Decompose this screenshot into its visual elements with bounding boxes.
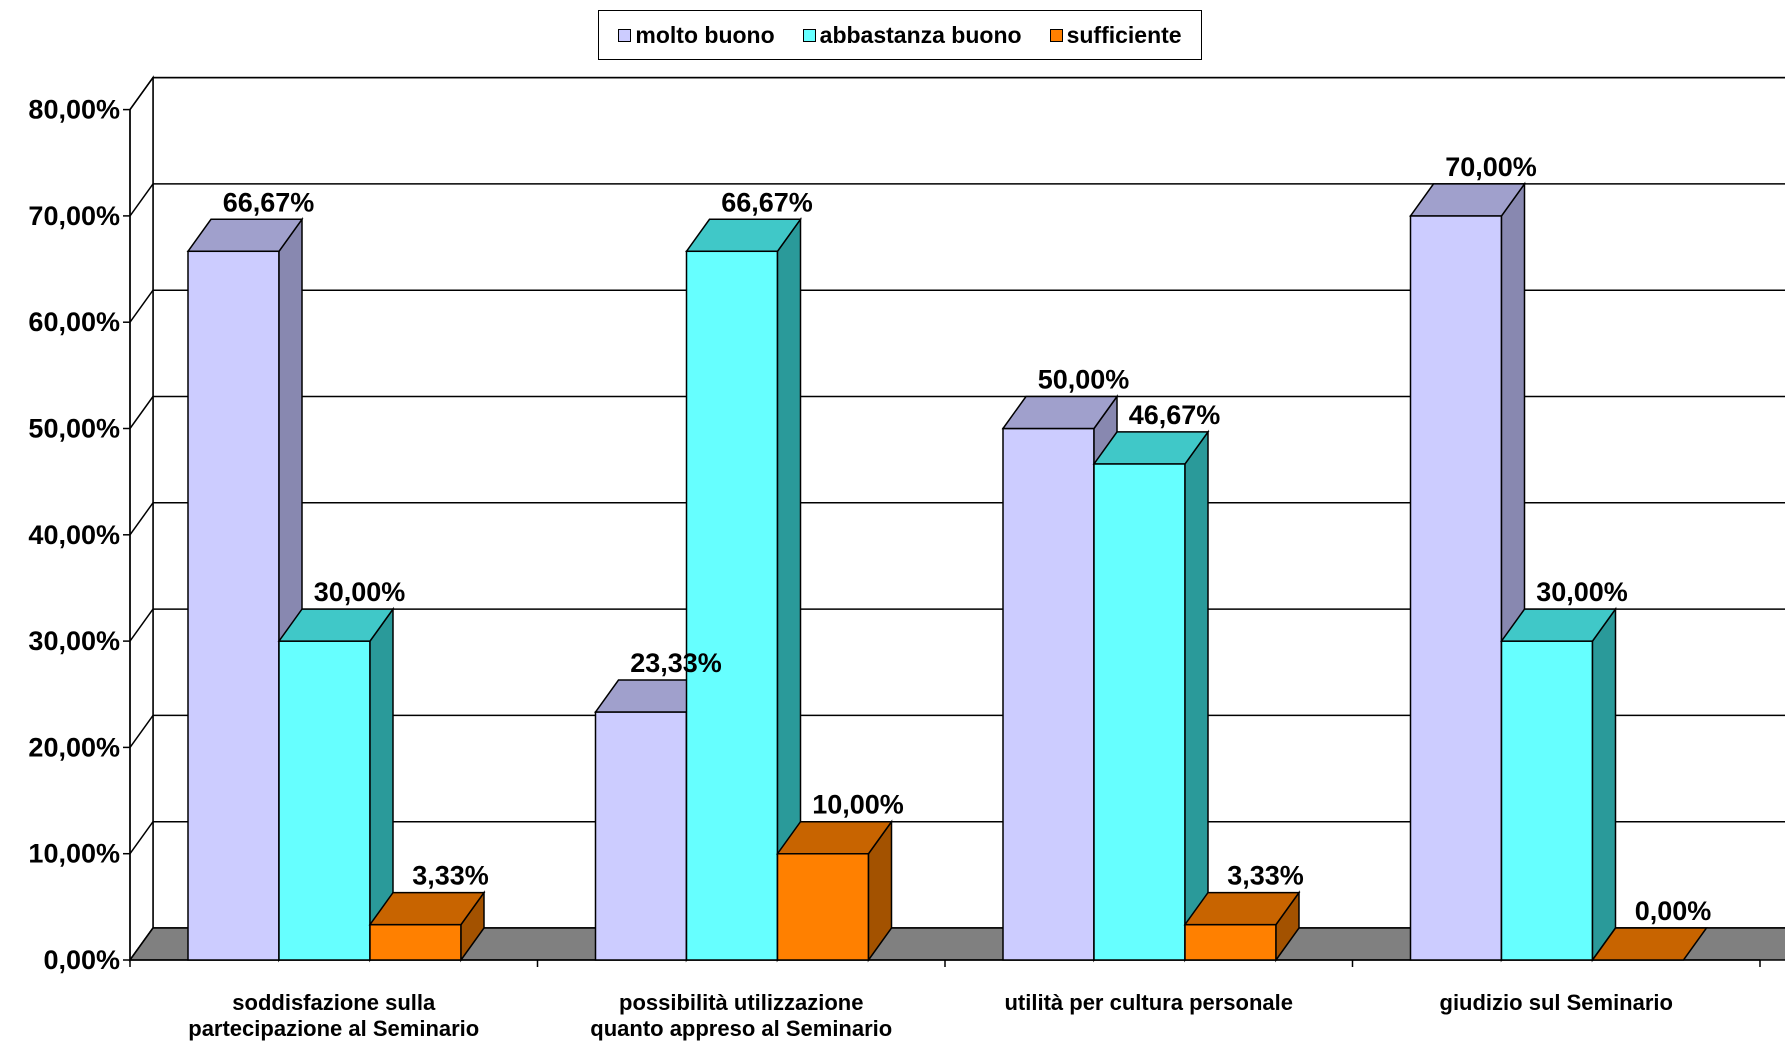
bar-front — [1002, 427, 1095, 961]
bars — [186, 181, 1708, 963]
bar-front — [685, 250, 779, 961]
y-tick-label: 20,00% — [28, 732, 120, 762]
bar-abbastanza-buono — [685, 216, 802, 963]
x-tick-label: soddisfazione sulla partecipazione al Sem… — [188, 990, 479, 1041]
gridline-diagonal — [129, 396, 154, 429]
bar-front — [594, 711, 688, 961]
bar-top — [776, 820, 893, 855]
bar-front — [1500, 640, 1594, 961]
bar-front — [187, 250, 280, 961]
x-tick-label-line: possibilità utilizzazione — [619, 990, 863, 1015]
bar-top — [277, 608, 395, 642]
y-tick-label: 40,00% — [28, 520, 120, 550]
bar-abbastanza-buono — [1500, 606, 1617, 963]
bar-sufficiente — [1591, 927, 1708, 961]
y-tick-label: 80,00% — [28, 95, 120, 125]
bar-sufficiente — [776, 819, 893, 963]
bar-top — [186, 218, 304, 253]
y-tick-label: 30,00% — [28, 626, 120, 656]
x-tick-label: giudizio sul Seminario — [1440, 990, 1673, 1015]
x-tick-label-line: utilità per cultura personale — [1004, 990, 1293, 1015]
data-label: 0,00% — [1635, 896, 1712, 926]
x-tick-label-line: giudizio sul Seminario — [1440, 990, 1673, 1015]
gridline-diagonal — [129, 289, 154, 323]
legend-swatch — [618, 28, 632, 42]
legend-item-molto-buono: molto buono — [618, 21, 775, 49]
gridline-diagonal — [129, 714, 154, 748]
bar-side — [1184, 429, 1209, 963]
y-axis: 0,00% 10,00% 20,00% 30,00% 40,00% 50,00% 60,00… — [28, 95, 131, 975]
legend-item-abbastanza-buono: abbastanza buono — [802, 21, 1022, 49]
x-tick-label: possibilità utilizzazione quanto appreso … — [590, 990, 892, 1041]
bar-top — [1409, 183, 1526, 217]
legend: molto buono abbastanza buono sufficiente — [598, 10, 1202, 60]
data-label: 10,00% — [812, 790, 904, 820]
legend-label: abbastanza buono — [819, 21, 1022, 48]
x-axis: soddisfazione sulla partecipazione al Sem… — [129, 959, 1761, 1041]
bar-side — [1591, 606, 1617, 963]
bar-sufficiente — [1183, 890, 1301, 963]
gridline-diagonal — [129, 608, 154, 642]
bar-top — [1591, 927, 1708, 961]
bar-front — [1184, 923, 1277, 961]
gridline-diagonal — [129, 502, 154, 536]
bar-top — [1183, 891, 1301, 926]
legend-swatch — [1049, 28, 1063, 42]
legend-item-sufficiente: sufficiente — [1049, 21, 1182, 49]
data-label: 70,00% — [1445, 152, 1537, 182]
bar-top — [368, 891, 486, 926]
bar-front — [1409, 215, 1503, 961]
x-tick-label-line: quanto appreso al Seminario — [590, 1016, 892, 1041]
gridline-diagonal — [129, 77, 154, 111]
x-tick-label-line: soddisfazione sulla — [232, 990, 436, 1015]
bar-front — [369, 923, 462, 961]
data-label: 46,67% — [1129, 400, 1221, 430]
data-label: 30,00% — [314, 577, 406, 607]
x-tick-label: utilità per cultura personale — [1004, 990, 1293, 1015]
data-labels: 66,67% 30,00% 3,33% 23,33% 66,67% 10,00% 50,00… — [223, 152, 1712, 926]
y-tick-label: 60,00% — [28, 307, 120, 337]
bar-top — [685, 218, 802, 253]
x-tick-label-line: partecipazione al Seminario — [188, 1016, 479, 1041]
legend-label: molto buono — [635, 21, 775, 48]
y-tick-label: 0,00% — [43, 945, 120, 975]
bar-top — [1092, 431, 1210, 465]
bar-sufficiente — [368, 890, 486, 963]
gridline-diagonal — [129, 821, 154, 855]
bar-front — [1093, 463, 1186, 961]
legend-swatch — [802, 28, 816, 42]
y-tick-label: 70,00% — [28, 201, 120, 231]
bar-front — [776, 852, 870, 961]
data-label: 66,67% — [223, 187, 315, 217]
data-label: 66,67% — [721, 187, 813, 217]
data-label: 3,33% — [1227, 861, 1304, 891]
bar-abbastanza-buono — [277, 606, 395, 963]
bar-top — [1500, 608, 1617, 642]
data-label: 3,33% — [412, 861, 489, 891]
bar-front — [278, 640, 371, 961]
bar-top — [1001, 395, 1119, 430]
gridline-diagonal — [129, 183, 154, 217]
data-label: 23,33% — [630, 648, 722, 678]
y-tick-label: 50,00% — [28, 414, 120, 444]
data-label: 30,00% — [1536, 577, 1628, 607]
y-tick-label: 10,00% — [28, 839, 120, 869]
bar-abbastanza-buono — [1092, 429, 1210, 963]
legend-label: sufficiente — [1066, 21, 1182, 48]
data-label: 50,00% — [1038, 365, 1130, 395]
